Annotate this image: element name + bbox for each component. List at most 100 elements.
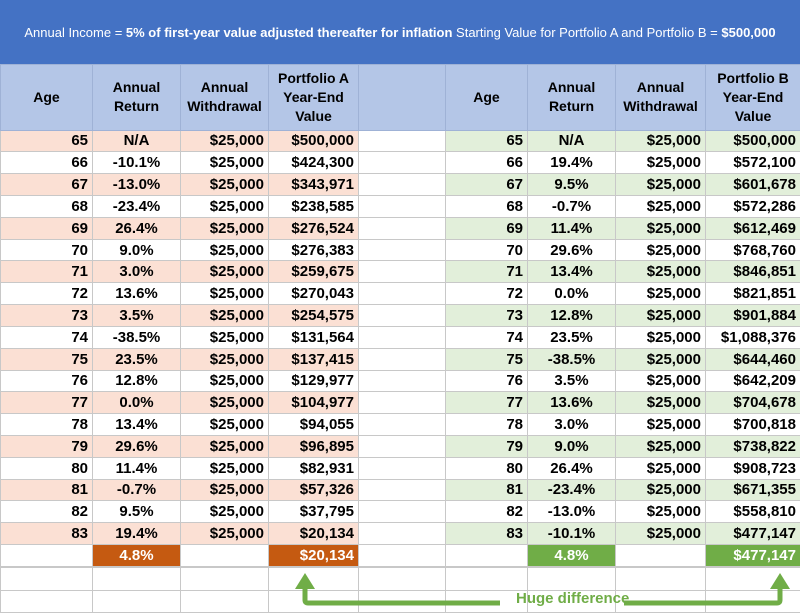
age-a-cell[interactable]: 74: [0, 325, 93, 349]
value-a-cell[interactable]: $276,383: [268, 238, 359, 262]
spacer-cell[interactable]: [358, 195, 446, 218]
age-a-cell[interactable]: 68: [0, 195, 93, 218]
age-a-cell[interactable]: 77: [0, 391, 93, 415]
age-b-cell[interactable]: 70: [445, 238, 528, 262]
value-b-cell[interactable]: $908,723: [705, 456, 800, 480]
age-a-cell[interactable]: 82: [0, 500, 93, 524]
age-b-cell[interactable]: 79: [445, 434, 528, 458]
return-b-cell[interactable]: 3.0%: [527, 413, 616, 436]
age-a-cell[interactable]: 76: [0, 369, 93, 393]
age-b-cell[interactable]: 69: [445, 216, 528, 240]
value-a-cell[interactable]: $424,300: [268, 151, 359, 175]
spacer-cell[interactable]: [358, 500, 446, 524]
withdrawal-b-cell[interactable]: $25,000: [615, 369, 706, 393]
value-a-cell[interactable]: $129,977: [268, 369, 359, 393]
withdrawal-b-cell[interactable]: $25,000: [615, 456, 706, 480]
age-b-cell[interactable]: 81: [445, 478, 528, 502]
withdrawal-b-cell[interactable]: $25,000: [615, 478, 706, 502]
header-return-b[interactable]: Annual Return: [527, 64, 616, 131]
value-a-cell[interactable]: $238,585: [268, 195, 359, 218]
withdrawal-a-cell[interactable]: $25,000: [180, 282, 269, 306]
withdrawal-a-cell[interactable]: $25,000: [180, 173, 269, 196]
return-b-cell[interactable]: -10.1%: [527, 522, 616, 545]
value-a-cell[interactable]: $131,564: [268, 325, 359, 349]
spacer-cell[interactable]: [358, 129, 446, 153]
value-b-cell[interactable]: $500,000: [705, 129, 800, 153]
age-b-cell[interactable]: 80: [445, 456, 528, 480]
return-a-cell[interactable]: 29.6%: [92, 434, 181, 458]
value-a-cell[interactable]: $20,134: [268, 522, 359, 545]
age-a-cell[interactable]: 75: [0, 347, 93, 371]
value-b-cell[interactable]: $671,355: [705, 478, 800, 502]
age-b-cell[interactable]: 72: [445, 282, 528, 306]
withdrawal-b-cell[interactable]: $25,000: [615, 500, 706, 524]
return-a-cell[interactable]: -38.5%: [92, 325, 181, 349]
value-a-cell[interactable]: $500,000: [268, 129, 359, 153]
value-b-cell[interactable]: $821,851: [705, 282, 800, 306]
age-b-cell[interactable]: 76: [445, 369, 528, 393]
withdrawal-a-cell[interactable]: $25,000: [180, 391, 269, 415]
return-a-cell[interactable]: 26.4%: [92, 216, 181, 240]
spacer-cell[interactable]: [358, 173, 446, 196]
header-withdrawal-b[interactable]: Annual Withdrawal: [615, 64, 706, 131]
return-a-cell[interactable]: 3.5%: [92, 304, 181, 327]
age-b-cell[interactable]: 71: [445, 260, 528, 284]
value-a-cell[interactable]: $270,043: [268, 282, 359, 306]
age-a-cell[interactable]: 66: [0, 151, 93, 175]
value-b-cell[interactable]: $768,760: [705, 238, 800, 262]
spacer-cell[interactable]: [358, 391, 446, 415]
return-a-cell[interactable]: 3.0%: [92, 260, 181, 284]
value-b-cell[interactable]: $612,469: [705, 216, 800, 240]
header-withdrawal-a[interactable]: Annual Withdrawal: [180, 64, 269, 131]
return-a-cell[interactable]: 11.4%: [92, 456, 181, 480]
age-a-cell[interactable]: 79: [0, 434, 93, 458]
withdrawal-b-cell[interactable]: $25,000: [615, 391, 706, 415]
value-b-cell[interactable]: $572,100: [705, 151, 800, 175]
value-a-cell[interactable]: $94,055: [268, 413, 359, 436]
value-b-cell[interactable]: $846,851: [705, 260, 800, 284]
totals-blank-cell[interactable]: [0, 544, 93, 567]
return-a-cell[interactable]: 12.8%: [92, 369, 181, 393]
header-age-a[interactable]: Age: [0, 64, 93, 131]
return-a-cell[interactable]: -23.4%: [92, 195, 181, 218]
return-b-cell[interactable]: 19.4%: [527, 151, 616, 175]
age-a-cell[interactable]: 83: [0, 522, 93, 545]
withdrawal-a-cell[interactable]: $25,000: [180, 216, 269, 240]
return-a-cell[interactable]: 19.4%: [92, 522, 181, 545]
withdrawal-b-cell[interactable]: $25,000: [615, 216, 706, 240]
portfolio-b-final-value[interactable]: $477,147: [705, 544, 800, 567]
withdrawal-b-cell[interactable]: $25,000: [615, 129, 706, 153]
age-b-cell[interactable]: 67: [445, 173, 528, 196]
spacer-cell[interactable]: [358, 151, 446, 175]
age-b-cell[interactable]: 74: [445, 325, 528, 349]
withdrawal-a-cell[interactable]: $25,000: [180, 260, 269, 284]
withdrawal-a-cell[interactable]: $25,000: [180, 522, 269, 545]
age-a-cell[interactable]: 73: [0, 304, 93, 327]
return-b-cell[interactable]: 9.0%: [527, 434, 616, 458]
header-portfolio-b-value[interactable]: Portfolio B Year-End Value: [705, 64, 800, 131]
header-return-a[interactable]: Annual Return: [92, 64, 181, 131]
value-a-cell[interactable]: $254,575: [268, 304, 359, 327]
portfolio-b-avg-return[interactable]: 4.8%: [527, 544, 616, 567]
return-a-cell[interactable]: -0.7%: [92, 478, 181, 502]
withdrawal-b-cell[interactable]: $25,000: [615, 434, 706, 458]
return-a-cell[interactable]: 9.5%: [92, 500, 181, 524]
return-b-cell[interactable]: 9.5%: [527, 173, 616, 196]
value-b-cell[interactable]: $601,678: [705, 173, 800, 196]
withdrawal-b-cell[interactable]: $25,000: [615, 195, 706, 218]
return-b-cell[interactable]: 11.4%: [527, 216, 616, 240]
withdrawal-a-cell[interactable]: $25,000: [180, 304, 269, 327]
spacer-cell[interactable]: [358, 304, 446, 327]
value-b-cell[interactable]: $572,286: [705, 195, 800, 218]
withdrawal-b-cell[interactable]: $25,000: [615, 325, 706, 349]
value-b-cell[interactable]: $1,088,376: [705, 325, 800, 349]
value-b-cell[interactable]: $700,818: [705, 413, 800, 436]
withdrawal-a-cell[interactable]: $25,000: [180, 347, 269, 371]
value-a-cell[interactable]: $37,795: [268, 500, 359, 524]
header-spacer[interactable]: [358, 64, 446, 131]
return-b-cell[interactable]: 13.4%: [527, 260, 616, 284]
age-a-cell[interactable]: 67: [0, 173, 93, 196]
spacer-cell[interactable]: [358, 413, 446, 436]
spacer-cell[interactable]: [358, 478, 446, 502]
spacer-cell[interactable]: [358, 522, 446, 545]
